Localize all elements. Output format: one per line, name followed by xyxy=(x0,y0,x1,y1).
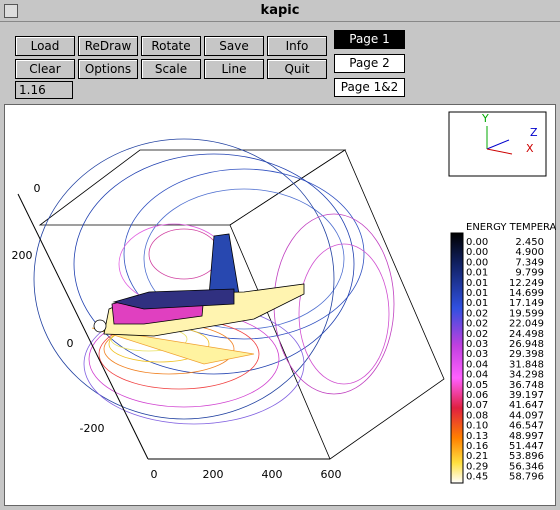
inset-axes xyxy=(486,126,513,155)
title-bar xyxy=(0,0,560,22)
colorbar-temperature: 56.346 xyxy=(509,461,544,472)
colorbar-energy: 0.10 xyxy=(466,421,488,432)
axis-label: 200 xyxy=(203,468,224,481)
toolbar-button[interactable]: ReDraw xyxy=(78,36,138,56)
axes xyxy=(17,193,330,460)
colorbar-temperature: 31.848 xyxy=(509,359,544,370)
inset-axis-label: Z xyxy=(530,126,538,139)
colorbar-energy: 0.03 xyxy=(466,339,488,350)
toolbar-button[interactable]: Line xyxy=(204,59,264,79)
page-button[interactable]: Page 1&2 xyxy=(334,78,405,97)
plot-area: 0 200 0 -200 0 200 400 600 Y ZX ENERGY TEMPERA 0.00… xyxy=(4,104,556,506)
axis-label: 200 xyxy=(12,249,33,262)
colorbar-energy: 0.01 xyxy=(466,278,488,289)
colorbar-temperature: 22.049 xyxy=(509,319,544,330)
axis-label: 0 xyxy=(67,337,74,350)
colorbar-energy: 0.13 xyxy=(466,431,488,442)
colorbar-temperature: 36.748 xyxy=(509,380,544,391)
colorbar-temperature: 12.249 xyxy=(509,278,544,289)
colorbar-energy: 0.02 xyxy=(466,308,488,319)
colorbar-energy: 0.02 xyxy=(466,319,488,330)
toolbar-button[interactable]: Quit xyxy=(267,59,327,79)
axis-label: 600 xyxy=(321,468,342,481)
colorbar-energy: 0.01 xyxy=(466,298,488,309)
colorbar-energy: 0.06 xyxy=(466,390,488,401)
orientation-inset xyxy=(448,111,547,177)
toolbar-button[interactable]: Clear xyxy=(15,59,75,79)
colorbar-energy: 0.00 xyxy=(466,237,488,248)
colorbar-temperature: 39.197 xyxy=(509,390,544,401)
axis-label: -200 xyxy=(80,422,105,435)
colorbar-energy: 0.03 xyxy=(466,349,488,360)
colorbar-temperature: 26.948 xyxy=(509,339,544,350)
toolbar-button[interactable]: Save xyxy=(204,36,264,56)
colorbar-energy: 0.04 xyxy=(466,359,488,370)
colorbar-temperature: 41.647 xyxy=(509,400,544,411)
colorbar-temperature: 2.450 xyxy=(515,237,544,248)
inset-axis-label: Y xyxy=(481,112,489,125)
toolbar-button[interactable]: Rotate xyxy=(141,36,201,56)
axis-label: 400 xyxy=(262,468,283,481)
window-menu[interactable] xyxy=(4,4,18,18)
shuttle xyxy=(93,233,305,337)
toolbar-button[interactable]: Options xyxy=(78,59,138,79)
colorbar-temperature: 53.896 xyxy=(509,451,544,462)
colorbar-temperature: 7.349 xyxy=(515,257,544,268)
window-title: kapic xyxy=(260,3,300,18)
colorbar-energy: 0.08 xyxy=(466,410,488,421)
colorbar-energy: 0.16 xyxy=(466,441,488,452)
colorbar-energy: 0.07 xyxy=(466,400,488,411)
colorbar-temperature: 48.997 xyxy=(509,431,544,442)
colorbar-temperature: 17.149 xyxy=(509,298,544,309)
colorbar-temperature: 29.398 xyxy=(509,349,544,360)
colorbar-energy: 0.00 xyxy=(466,257,488,268)
colorbar-swatch xyxy=(450,232,464,484)
colorbar-temperature: 34.298 xyxy=(509,370,544,381)
toolbar-button[interactable]: Load xyxy=(15,36,75,56)
colorbar-energy: 0.00 xyxy=(466,247,488,258)
inset-axis-label: X xyxy=(526,142,534,155)
toolbar-button[interactable]: Scale xyxy=(141,59,201,79)
page-button[interactable]: Page 1 xyxy=(334,30,405,49)
colorbar-temperature: 44.097 xyxy=(509,410,544,421)
colorbar-temperature: 14.699 xyxy=(509,288,544,299)
colorbar-energy: 0.29 xyxy=(466,461,488,472)
colorbar-energy: 0.05 xyxy=(466,380,488,391)
colorbar-temperature: 24.498 xyxy=(509,329,544,340)
colorbar-energy: 0.02 xyxy=(466,329,488,340)
toolbar-button[interactable]: Info xyxy=(267,36,327,56)
colorbar-temperature: 4.900 xyxy=(515,247,544,258)
colorbar-temperature: 9.799 xyxy=(515,268,544,279)
colorbar-temperature: 51.447 xyxy=(509,441,544,452)
status-field: 1.16 xyxy=(15,81,73,99)
colorbar-energy: 0.45 xyxy=(466,472,488,483)
axis-label: 0 xyxy=(34,182,41,195)
colorbar-temperature: 46.547 xyxy=(509,421,544,432)
colorbar-energy: 0.01 xyxy=(466,288,488,299)
axis-label: 0 xyxy=(151,468,158,481)
colorbar-temperature: 58.796 xyxy=(509,472,544,483)
colorbar-energy: 0.04 xyxy=(466,370,488,381)
colorbar-energy: 0.21 xyxy=(466,451,488,462)
colorbar-temperature: 19.599 xyxy=(509,308,544,319)
colorbar-energy: 0.01 xyxy=(466,268,488,279)
contours xyxy=(33,138,445,460)
colorbar-title: ENERGY TEMPERA xyxy=(466,222,556,233)
page-button[interactable]: Page 2 xyxy=(334,54,405,73)
